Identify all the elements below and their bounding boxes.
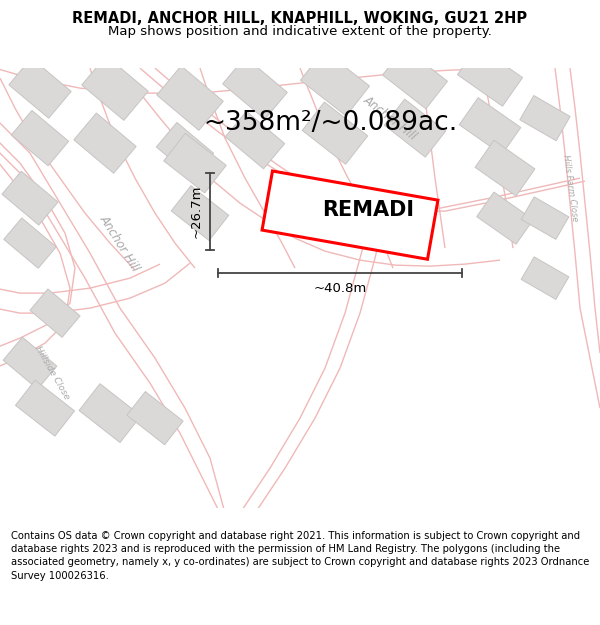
Polygon shape: [383, 48, 448, 109]
Text: ~358m²/~0.089ac.: ~358m²/~0.089ac.: [203, 110, 457, 136]
Polygon shape: [74, 113, 136, 173]
Polygon shape: [11, 111, 68, 166]
Text: Hills Farm Close: Hills Farm Close: [561, 154, 579, 222]
Polygon shape: [521, 197, 569, 239]
Polygon shape: [385, 99, 446, 157]
Polygon shape: [16, 380, 74, 436]
Polygon shape: [82, 56, 148, 121]
Text: Hillside Close: Hillside Close: [33, 345, 71, 401]
Polygon shape: [459, 98, 521, 154]
Polygon shape: [79, 384, 141, 442]
Polygon shape: [127, 391, 183, 445]
Polygon shape: [4, 218, 56, 268]
Polygon shape: [171, 186, 229, 241]
Polygon shape: [475, 140, 535, 196]
Text: Anchor Hill: Anchor Hill: [361, 93, 419, 143]
Text: Contains OS data © Crown copyright and database right 2021. This information is : Contains OS data © Crown copyright and d…: [11, 531, 589, 581]
Polygon shape: [262, 171, 438, 259]
Text: ~40.8m: ~40.8m: [313, 282, 367, 294]
Text: Map shows position and indicative extent of the property.: Map shows position and indicative extent…: [108, 24, 492, 38]
Polygon shape: [520, 96, 570, 141]
Polygon shape: [225, 111, 285, 169]
Polygon shape: [157, 122, 214, 177]
Polygon shape: [3, 337, 57, 389]
Polygon shape: [2, 171, 58, 225]
Polygon shape: [30, 289, 80, 338]
Polygon shape: [477, 192, 533, 244]
Text: REMADI, ANCHOR HILL, KNAPHILL, WOKING, GU21 2HP: REMADI, ANCHOR HILL, KNAPHILL, WOKING, G…: [73, 11, 527, 26]
Polygon shape: [223, 57, 287, 119]
Polygon shape: [457, 46, 523, 106]
Polygon shape: [302, 102, 368, 164]
Text: REMADI: REMADI: [322, 200, 414, 220]
Polygon shape: [301, 50, 370, 116]
Polygon shape: [9, 58, 71, 118]
Polygon shape: [157, 66, 223, 131]
Polygon shape: [164, 133, 226, 193]
Polygon shape: [521, 257, 569, 299]
Text: ~26.7m: ~26.7m: [190, 185, 203, 238]
Text: Anchor Hill: Anchor Hill: [98, 213, 142, 274]
